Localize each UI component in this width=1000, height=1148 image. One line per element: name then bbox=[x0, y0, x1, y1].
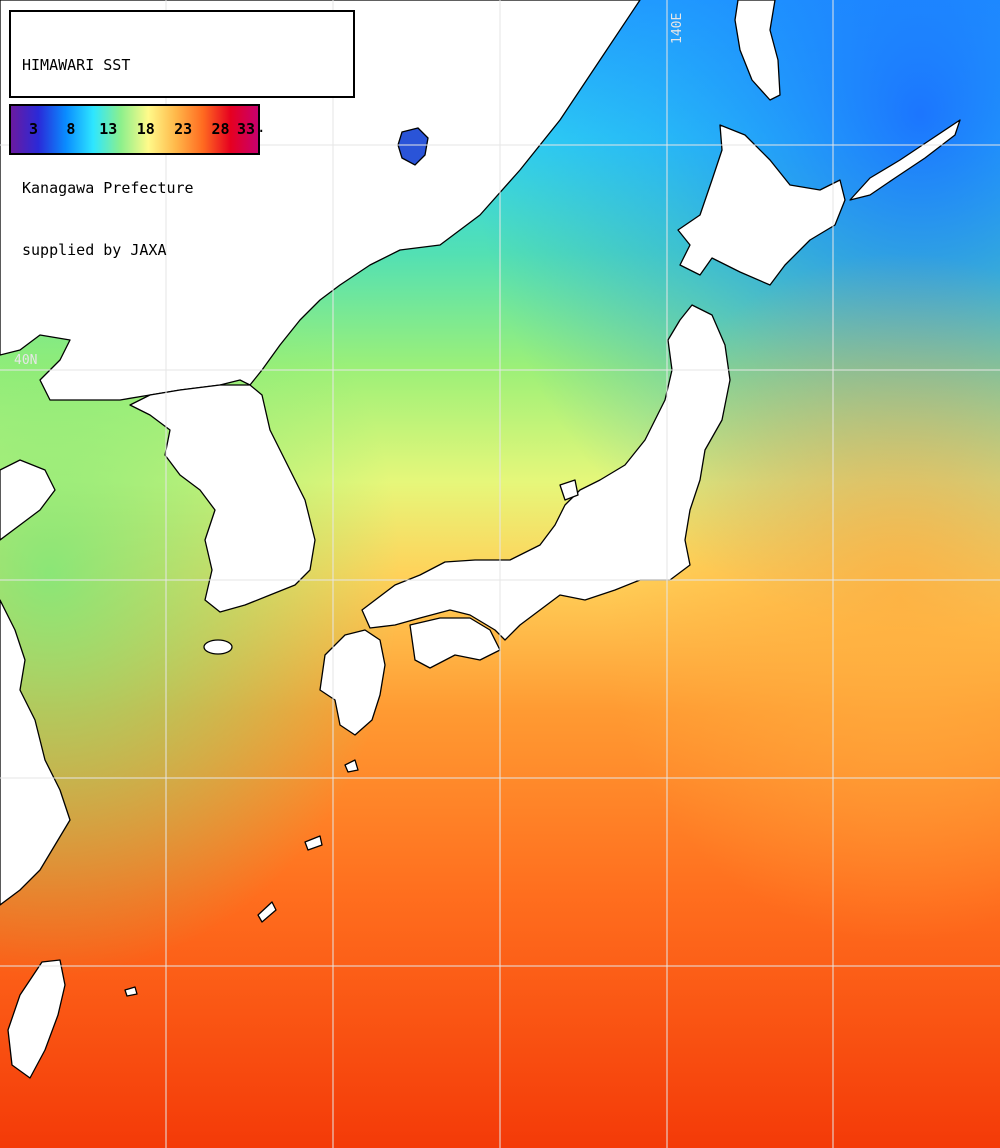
land-shikoku bbox=[409, 617, 501, 669]
title-block: HIMAWARI SST ~2025/11/05(UTC) Week Comp.… bbox=[9, 10, 355, 259]
color-scale-gradient bbox=[11, 106, 258, 153]
title-line: HIMAWARI SST bbox=[22, 56, 131, 74]
land-korea bbox=[129, 384, 316, 613]
land-china bbox=[0, 459, 56, 541]
land-honshu bbox=[361, 304, 731, 641]
color-scale-tick-label: 3 bbox=[28, 120, 38, 138]
land-ryukyu-4 bbox=[124, 986, 138, 997]
color-scale-tick-label: 8 bbox=[66, 120, 76, 138]
color-scale-tick-label: 13 bbox=[99, 120, 118, 138]
land-kurils bbox=[849, 119, 961, 201]
credit-line: supplied by JAXA bbox=[22, 240, 167, 259]
color-scale-tick-label: 28 bbox=[211, 120, 230, 138]
color-scale-tick-label: 33 bbox=[236, 120, 256, 138]
land-ryukyu-3 bbox=[344, 759, 359, 773]
land-ryukyu-1 bbox=[304, 835, 323, 851]
color-scale-tick-label: 18 bbox=[136, 120, 155, 138]
land-sakhalin bbox=[734, 0, 781, 101]
lake bbox=[397, 127, 429, 166]
land-hokkaido bbox=[677, 124, 846, 286]
land-jeju bbox=[203, 639, 233, 655]
color-scale-legend: 3 8 13 18 23 28 33 bbox=[9, 104, 260, 155]
region-line: Kanagawa Prefecture bbox=[22, 179, 194, 197]
land-sado bbox=[559, 479, 579, 501]
land-taiwan bbox=[7, 959, 66, 1079]
longitude-label: 140E bbox=[670, 12, 685, 44]
latitude-label: 40N bbox=[14, 353, 38, 368]
land-china-south bbox=[0, 599, 71, 906]
land-ryukyu-2 bbox=[257, 901, 277, 923]
color-scale-tick-label: 23 bbox=[174, 120, 193, 138]
